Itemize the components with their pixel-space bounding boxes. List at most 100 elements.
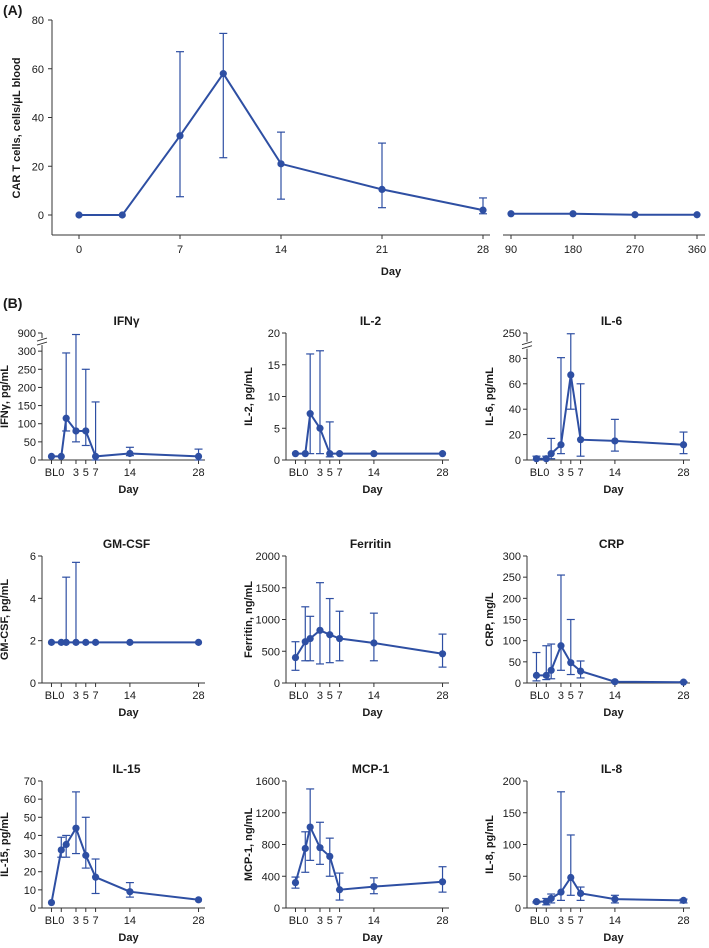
crp-data-point-2 (547, 666, 555, 674)
car-t-xtick-label-0-0: 0 (76, 244, 82, 256)
il2-ytick-label-2: 10 (268, 392, 280, 404)
ferritin-xtick-label-3: 5 (327, 690, 333, 702)
ferritin-x-axis-label: Day (362, 707, 383, 719)
crp-ytick-label-1: 50 (509, 657, 521, 669)
ferritin-ytick-label-1: 500 (262, 646, 280, 658)
il8-xtick-label-3: 5 (568, 915, 574, 927)
ifng-xtick-label-0: BL (45, 467, 58, 479)
mcp1-title: MCP-1 (352, 762, 390, 776)
mcp1-data-point-6 (370, 882, 378, 891)
mcp1-xtick-label-1: 0 (302, 915, 308, 927)
car-t-xtick-label-1-3: 360 (688, 244, 706, 256)
mcp1-ytick-label-4: 1600 (256, 776, 280, 788)
crp-data-point-4 (567, 659, 575, 667)
gmcsf-xtick-label-4: 7 (93, 690, 99, 702)
mcp1-ytick-label-2: 800 (262, 840, 280, 852)
ifng-axis-break-mark-2 (36, 341, 48, 346)
mcp1-data-point-2 (306, 823, 314, 831)
il6-axis-break-mark-2 (521, 345, 533, 350)
crp-xtick-label-6: 28 (677, 690, 689, 702)
il15-xtick-label-4: 7 (93, 915, 99, 927)
il8-xtick-label-1: 0 (543, 915, 549, 927)
car-t-seg1-data-point-0 (507, 210, 515, 218)
crp-xtick-label-5: 14 (609, 690, 621, 702)
mcp1-xtick-label-0: BL (289, 915, 302, 927)
il2-xtick-label-4: 7 (337, 467, 343, 479)
il2-data-point-4 (326, 450, 334, 458)
ferritin-xtick-label-4: 7 (337, 690, 343, 702)
gmcsf-ytick-label-0: 0 (30, 678, 36, 690)
car-t-seg0-data-point-2 (176, 132, 184, 140)
il15-x-axis-label: Day (118, 932, 139, 944)
crp-data-point-0 (532, 671, 541, 679)
ferritin-series-line (294, 629, 443, 659)
mcp1-xtick-label-2: 3 (317, 915, 323, 927)
ifng-data-point-5 (91, 452, 100, 460)
il8-title: IL-8 (601, 762, 623, 776)
il15-title: IL-15 (112, 762, 140, 776)
gmcsf-xtick-label-6: 28 (192, 690, 204, 702)
car-t-xtick-label-0-3: 21 (376, 244, 388, 256)
car-t-seg1-series-line (511, 212, 697, 216)
mcp1-ytick-label-3: 1200 (256, 808, 280, 820)
ferritin-data-point-7 (438, 650, 447, 658)
ifng-data-point-3 (72, 427, 80, 435)
crp-ytick-label-4: 200 (503, 593, 521, 605)
mcp1-xtick-label-6: 28 (436, 915, 448, 927)
il15-xtick-label-1: 0 (58, 915, 64, 927)
mcp1-data-point-7 (438, 878, 447, 886)
mcp1-xtick-label-5: 14 (368, 915, 380, 927)
il6-ytick-label-1: 20 (509, 430, 521, 442)
il15-data-point-1 (57, 846, 65, 854)
chart-car-t: 0 20 40 60 80 CAR T cells, cells/μL blood 0 7 14… (11, 15, 706, 278)
crp-xtick-label-1: 0 (543, 690, 549, 702)
ifng-title: IFNγ (113, 314, 139, 328)
ifng-xtick-label-1: 0 (58, 467, 64, 479)
car-t-xtick-label-0-4: 28 (477, 244, 489, 256)
ifng-ytick-label-2: 100 (18, 419, 36, 431)
crp-data-point-6 (611, 678, 619, 686)
ifng-ytick-label-3: 150 (18, 401, 36, 413)
il6-ytick-label-2: 40 (509, 404, 521, 416)
il6-xtick-label-1: 0 (543, 467, 549, 479)
il15-xtick-label-6: 28 (192, 915, 204, 927)
ferritin-ytick-label-2: 1000 (256, 615, 280, 627)
ifng-data-point-2 (62, 414, 70, 422)
il6-data-point-2 (547, 450, 555, 458)
il8-xtick-label-0: BL (530, 915, 543, 927)
il15-ytick-label-2: 20 (24, 867, 36, 879)
il6-xtick-label-0: BL (530, 467, 543, 479)
ifng-xtick-label-4: 7 (93, 467, 99, 479)
il2-y-axis-label: IL-2, pg/mL (243, 367, 255, 426)
il8-ytick-label-2: 100 (503, 840, 521, 852)
gmcsf-data-point-4 (82, 638, 90, 646)
car-t-xtick-label-1-0: 90 (505, 244, 517, 256)
car-t-seg1-data-point-2 (631, 211, 639, 219)
car-t-xtick-label-0-2: 14 (275, 244, 287, 256)
il15-xtick-label-5: 14 (124, 915, 136, 927)
crp-data-point-5 (576, 667, 585, 675)
panel-label-a: (A) (3, 2, 22, 18)
car-t-xtick-label-1-1: 180 (564, 244, 582, 256)
il8-data-point-7 (679, 896, 688, 904)
il8-data-point-4 (567, 873, 575, 882)
gmcsf-data-point-6 (126, 638, 134, 646)
il6-xtick-label-3: 5 (568, 467, 574, 479)
ifng-ytick-label-6: 300 (18, 346, 36, 358)
ifng-x-axis-label: Day (118, 484, 139, 496)
ferritin-data-point-4 (326, 631, 334, 639)
il15-data-point-5 (91, 873, 100, 881)
il15-ytick-label-3: 30 (24, 849, 36, 861)
il6-ytick-label-4: 80 (509, 353, 521, 365)
gmcsf-data-point-7 (194, 638, 203, 646)
mcp1-data-point-5 (335, 886, 344, 894)
chart-ferritin: Ferritin 0 500 1000 1500 2000 Ferritin, ng/mL B… (243, 537, 449, 719)
car-t-seg0-data-point-3 (219, 70, 227, 78)
ifng-series-line (51, 415, 199, 458)
il15-xtick-label-3: 5 (83, 915, 89, 927)
